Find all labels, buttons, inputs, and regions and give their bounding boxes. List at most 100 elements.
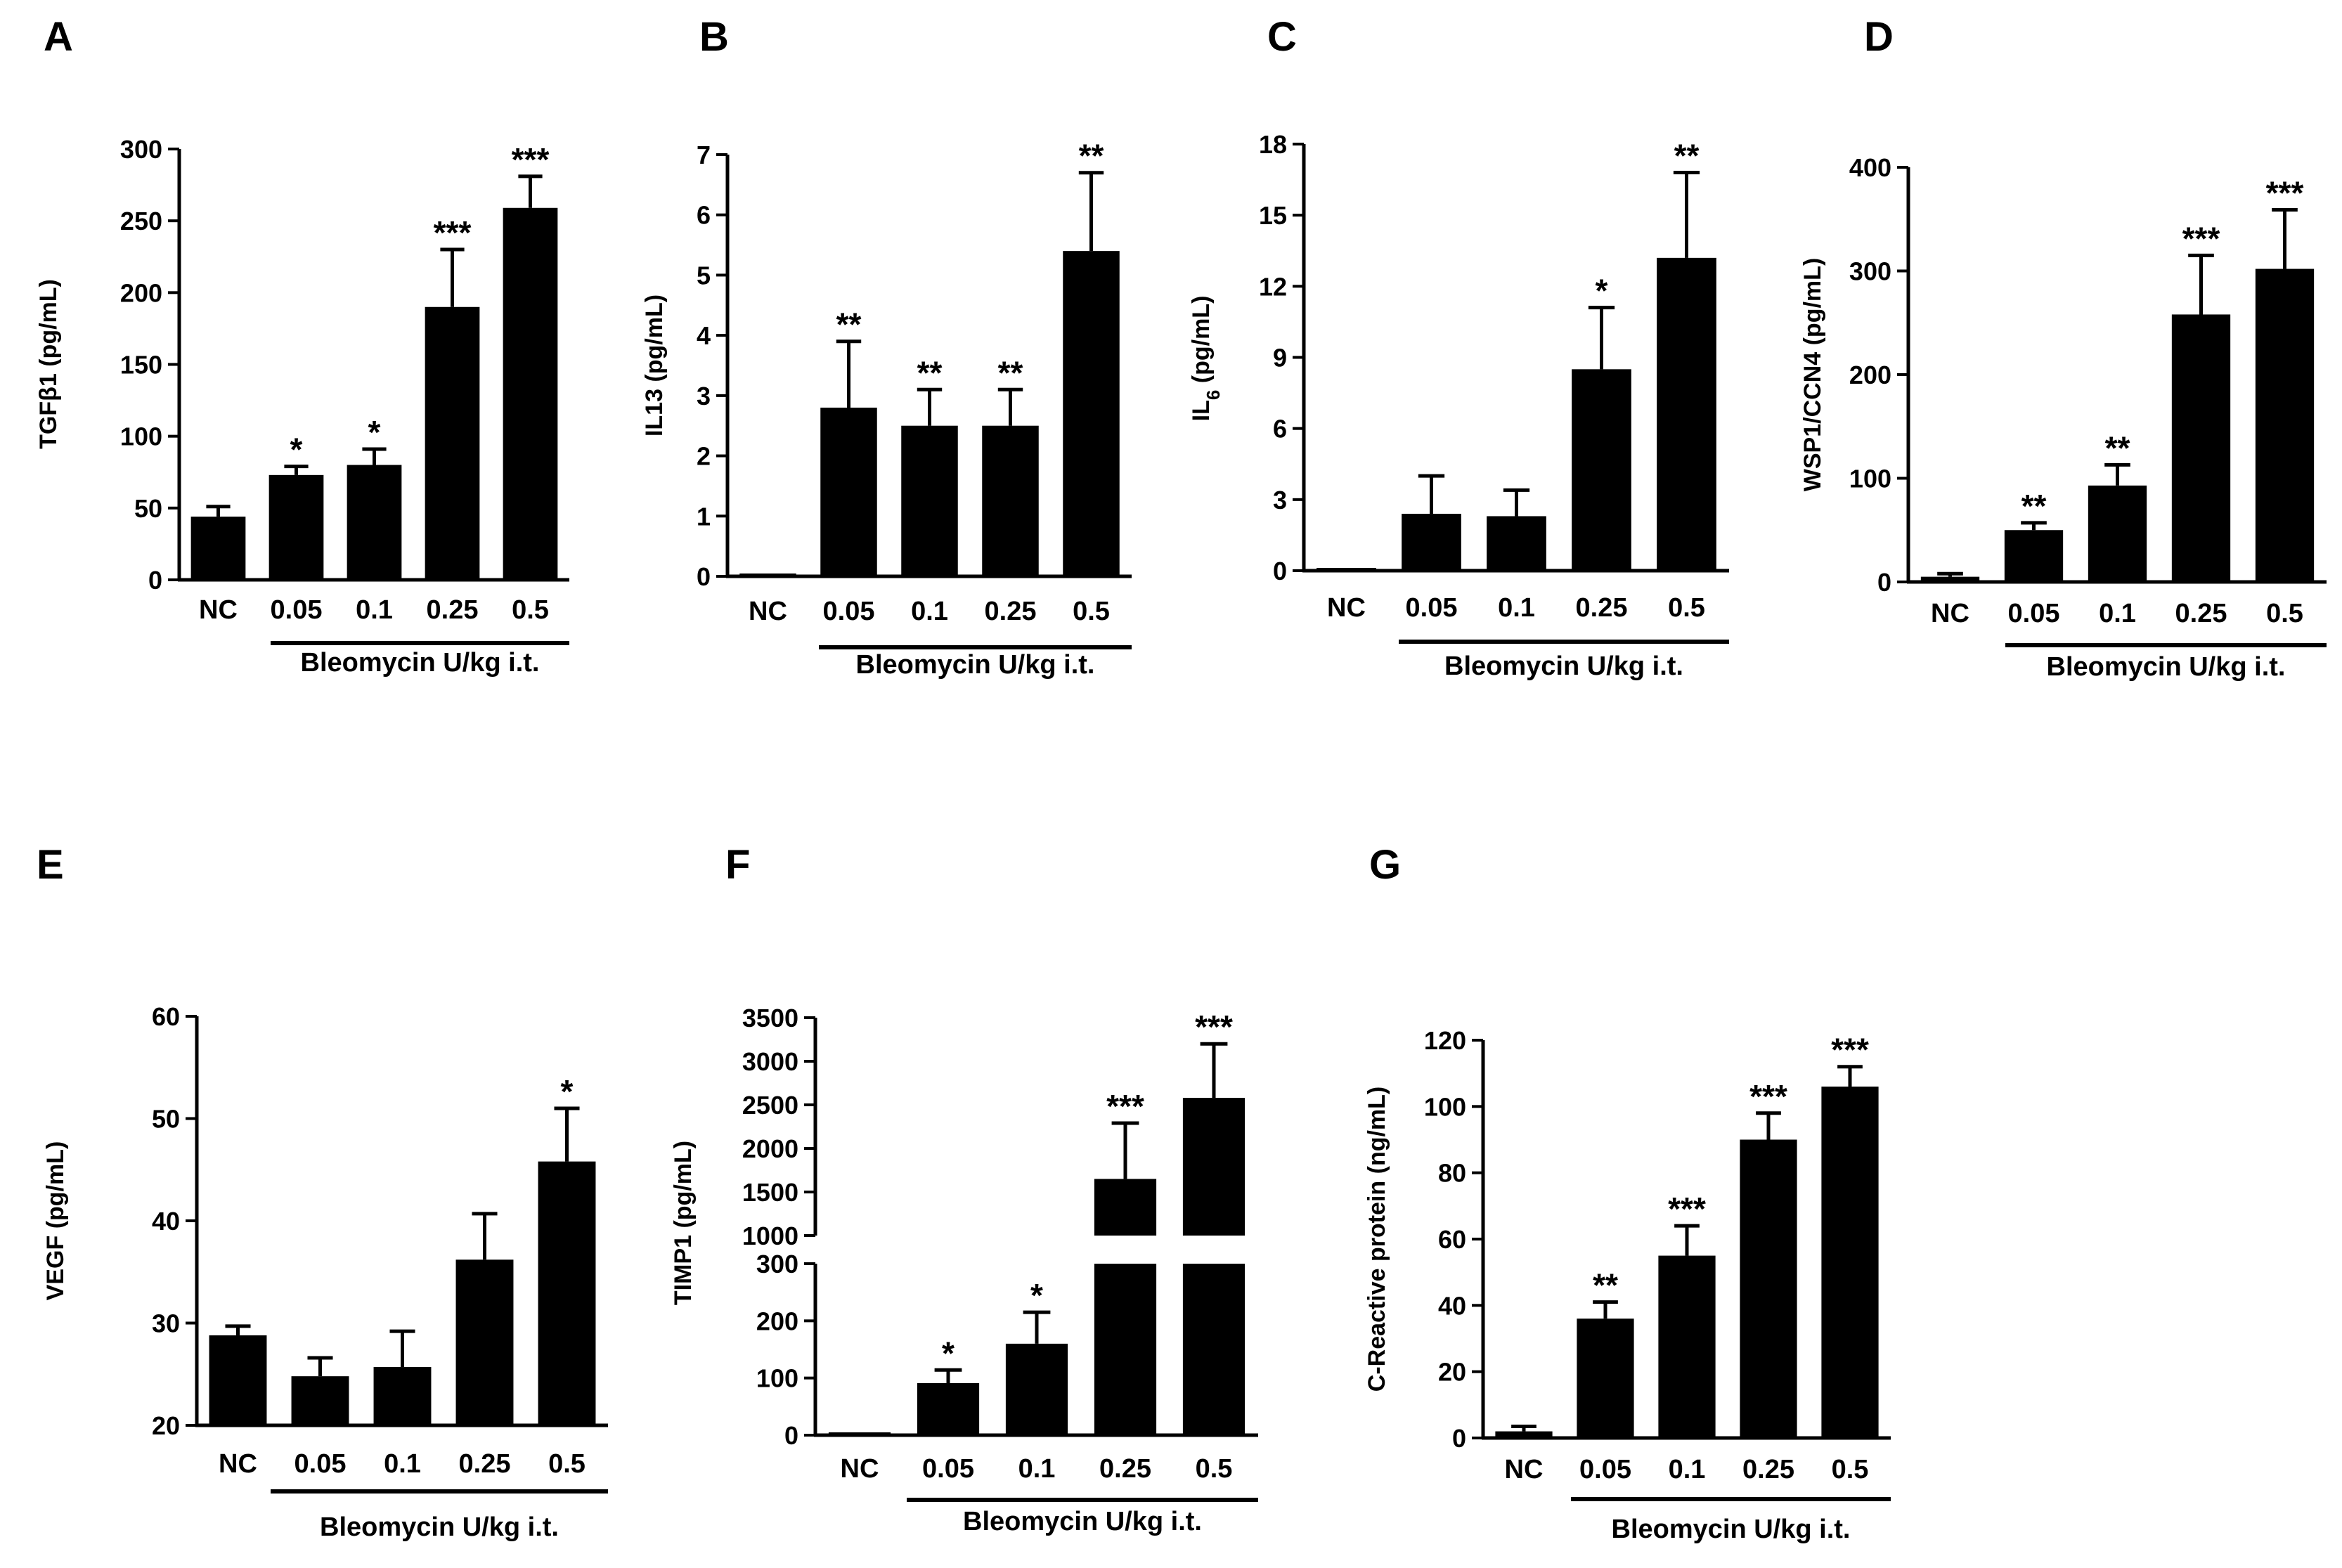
panel-letter: G <box>1369 842 1401 888</box>
bar <box>209 1335 267 1425</box>
bar <box>269 474 324 580</box>
y-tick-label: 50 <box>152 1105 180 1134</box>
y-tick-label: 0 <box>148 566 162 595</box>
panel-letter: B <box>699 14 729 60</box>
group-label: Bleomycin U/kg i.t. <box>856 650 1095 680</box>
x-tick-label: 0.5 <box>1196 1454 1233 1484</box>
y-tick-label: 0 <box>1452 1424 1466 1453</box>
y-axis-title: IL6 (pg/mL) <box>1188 296 1224 422</box>
y-tick-label: 3500 <box>742 1004 798 1032</box>
x-tick-label: 0.25 <box>1099 1454 1151 1484</box>
significance-label: *** <box>2266 174 2304 211</box>
x-tick-label: 0.1 <box>1498 593 1535 623</box>
x-tick-label: 0.25 <box>1576 593 1628 623</box>
bar <box>1740 1139 1797 1438</box>
group-label: Bleomycin U/kg i.t. <box>1612 1515 1851 1544</box>
panel-d: D 0 100 200 300 400 NC 0.05 ** 0.1 ** 0.25 *** 0.5 ***… <box>1799 14 2327 682</box>
y-tick-label: 200 <box>756 1307 798 1335</box>
significance-label: *** <box>1668 1191 1706 1227</box>
y-tick-label: 30 <box>152 1309 180 1338</box>
bar <box>820 408 877 576</box>
x-tick-label: 0.1 <box>356 595 393 625</box>
bar-lower <box>1182 1264 1246 1435</box>
x-tick-label: 0.1 <box>2099 599 2136 628</box>
x-tick-label: 0.05 <box>823 597 875 626</box>
x-tick-label: NC <box>219 1449 257 1479</box>
significance-label: *** <box>1749 1078 1787 1115</box>
y-tick-label: 1000 <box>742 1222 798 1250</box>
y-tick-label: 100 <box>756 1364 798 1393</box>
panel-letter: C <box>1267 14 1297 60</box>
bar <box>1572 369 1631 571</box>
bar <box>2088 485 2147 582</box>
bar <box>538 1161 596 1425</box>
bar-upper <box>1094 1179 1157 1236</box>
bar <box>2004 530 2064 582</box>
significance-label: ** <box>2021 488 2047 524</box>
y-tick-label: 0 <box>784 1421 798 1450</box>
x-tick-label: NC <box>841 1454 879 1484</box>
x-tick-label: NC <box>199 595 238 625</box>
x-tick-label: NC <box>1931 599 1969 628</box>
x-tick-label: 0.5 <box>1668 593 1705 623</box>
y-tick-label: 50 <box>134 494 162 523</box>
y-tick-label: 12 <box>1259 272 1287 301</box>
x-tick-label: 0.1 <box>1669 1455 1706 1484</box>
significance-label: *** <box>1106 1088 1144 1125</box>
y-axis-title: TGFβ1 (pg/mL) <box>35 279 62 449</box>
y-tick-label: 5 <box>697 261 711 290</box>
panel-g: G 0 20 40 60 80 100 120 NC 0.05 ** 0.1 *** 0.25 *** 0.5… <box>1364 842 1891 1544</box>
y-tick-label: 1 <box>697 502 711 531</box>
bar-lower <box>1094 1264 1157 1435</box>
y-tick-label: 200 <box>120 278 162 307</box>
y-axis-title: IL13 (pg/mL) <box>641 294 668 436</box>
panel-e: E 20 30 40 50 60 NC 0.05 0.1 0.25 0.5 * Bleomycin U/… <box>37 842 608 1542</box>
y-tick-label: 300 <box>120 135 162 164</box>
group-label: Bleomycin U/kg i.t. <box>320 1512 559 1542</box>
bar <box>455 1259 514 1425</box>
x-tick-label: 0.5 <box>512 595 549 625</box>
y-tick-label: 250 <box>120 207 162 235</box>
y-axis-title-rest: (pg/mL) <box>1188 296 1215 390</box>
y-tick-label: 100 <box>1424 1092 1466 1121</box>
bar <box>291 1376 349 1425</box>
x-tick-label: NC <box>1505 1455 1544 1484</box>
y-tick-label: 15 <box>1259 201 1287 230</box>
panel-letter: E <box>37 842 64 888</box>
y-tick-label: 400 <box>1849 153 1891 182</box>
x-tick-label: 0.25 <box>985 597 1037 626</box>
x-tick-label: 0.25 <box>427 595 479 625</box>
significance-label: *** <box>1195 1009 1233 1045</box>
bar <box>1487 516 1546 571</box>
bar-upper <box>1182 1098 1246 1236</box>
y-tick-label: 20 <box>1438 1358 1466 1387</box>
bar <box>347 465 402 580</box>
y-tick-label: 20 <box>152 1411 180 1440</box>
x-tick-label: 0.25 <box>459 1449 511 1479</box>
y-tick-label: 2000 <box>742 1134 798 1163</box>
y-axis-title: VEGF (pg/mL) <box>42 1141 69 1301</box>
y-tick-label: 300 <box>756 1250 798 1278</box>
bar <box>1920 576 1980 582</box>
significance-label: ** <box>917 354 943 391</box>
x-tick-label: 0.05 <box>2008 599 2060 628</box>
y-tick-label: 9 <box>1273 344 1287 372</box>
significance-label: *** <box>1831 1032 1869 1068</box>
y-tick-label: 3 <box>1273 486 1287 514</box>
bar <box>917 1382 980 1435</box>
y-axis-title-main: IL <box>1188 400 1215 421</box>
panel-letter: A <box>44 14 73 60</box>
y-tick-label: 0 <box>1877 568 1891 597</box>
significance-label: * <box>942 1335 955 1371</box>
bar <box>2255 268 2315 582</box>
group-label: Bleomycin U/kg i.t. <box>301 648 540 678</box>
y-axis-title: WSP1/CCN4 (pg/mL) <box>1799 258 1826 491</box>
significance-label: * <box>561 1073 574 1110</box>
y-tick-label: 3 <box>697 382 711 410</box>
x-tick-label: 0.05 <box>271 595 323 625</box>
bar <box>2171 314 2231 582</box>
significance-label: * <box>1596 273 1608 309</box>
x-tick-label: 0.1 <box>384 1449 421 1479</box>
